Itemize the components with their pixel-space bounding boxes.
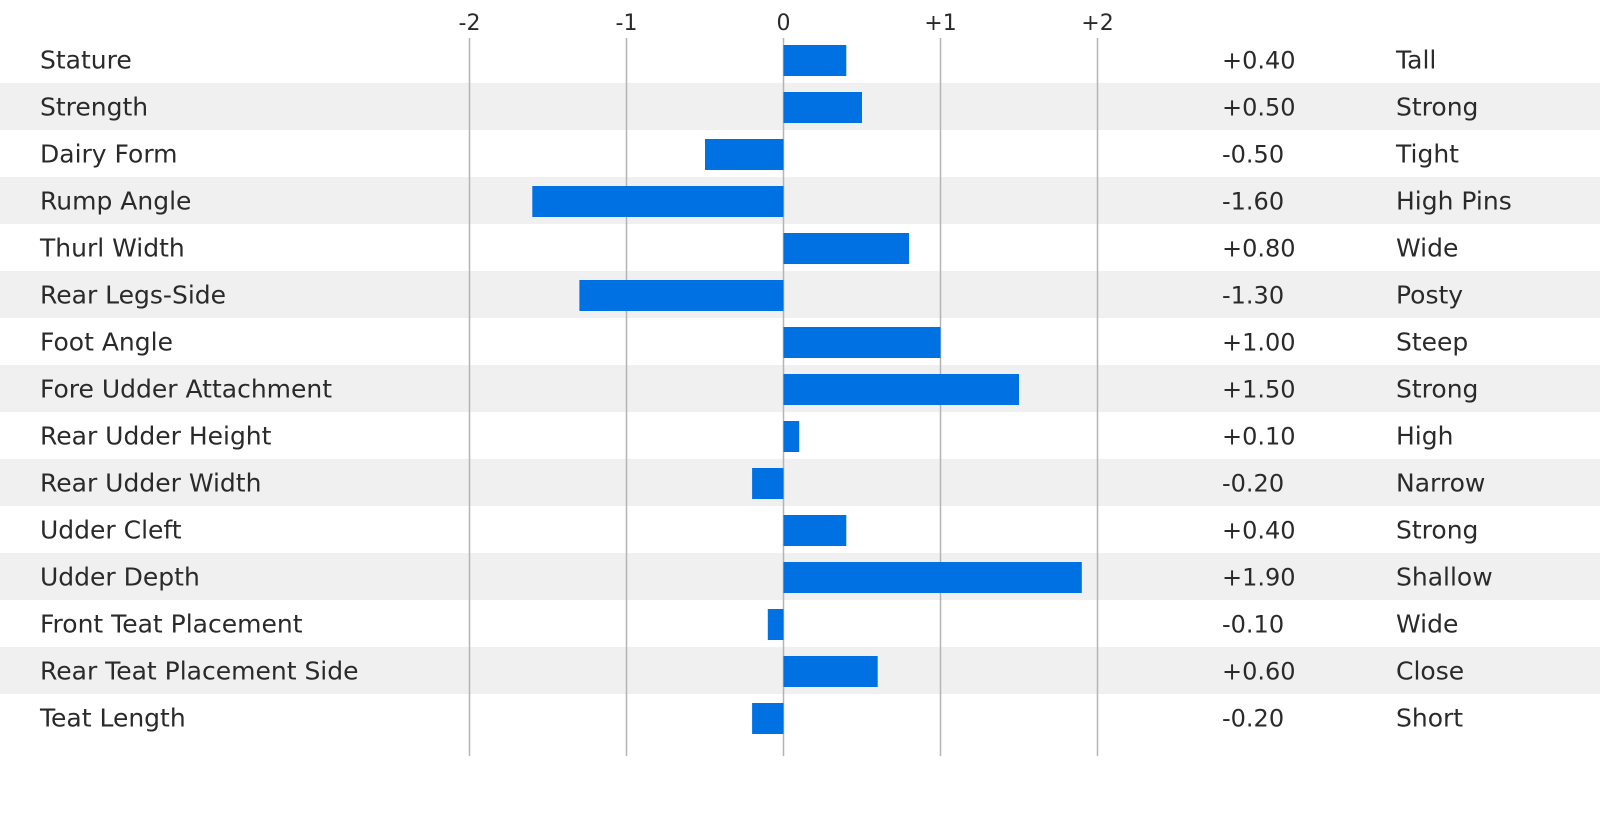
- value-label: +0.50: [1222, 94, 1296, 122]
- tick-label: +1: [924, 11, 956, 36]
- bar: [783, 515, 847, 546]
- bar: [752, 468, 784, 499]
- descriptor-label: Strong: [1396, 93, 1478, 122]
- value-label: -1.30: [1222, 282, 1284, 310]
- descriptor-label: Wide: [1396, 234, 1458, 263]
- descriptor-label: Strong: [1396, 375, 1478, 404]
- bar: [767, 609, 784, 640]
- value-labels: +0.40 +0.50 -0.50 -1.60 +0.80 -1.30 +1.00 +1.50…: [1222, 47, 1296, 733]
- value-label: -0.20: [1222, 705, 1284, 733]
- tick-label: -2: [459, 11, 481, 36]
- descriptor-label: Steep: [1396, 328, 1468, 357]
- descriptor-label: Wide: [1396, 610, 1458, 639]
- value-label: -0.20: [1222, 470, 1284, 498]
- row-label: Rear Udder Height: [40, 422, 272, 451]
- row-labels: Stature Strength Dairy Form Rump Angle Thurl…: [39, 46, 359, 733]
- row-label: Rear Teat Placement Side: [40, 657, 359, 686]
- bar: [783, 45, 847, 76]
- value-label: +0.80: [1222, 235, 1296, 263]
- row-stripe: [0, 271, 1600, 318]
- row-stripe: [0, 459, 1600, 506]
- tick-label: +2: [1081, 11, 1113, 36]
- bar: [783, 92, 862, 123]
- value-label: +1.00: [1222, 329, 1296, 357]
- bar: [705, 139, 784, 170]
- bar: [783, 233, 910, 264]
- value-label: +0.40: [1222, 517, 1296, 545]
- value-label: +1.50: [1222, 376, 1296, 404]
- bar: [783, 374, 1019, 405]
- bar: [783, 421, 800, 452]
- bar: [783, 656, 878, 687]
- row-label: Front Teat Placement: [40, 610, 303, 639]
- value-label: -0.50: [1222, 141, 1284, 169]
- bar: [532, 186, 784, 217]
- bar: [783, 327, 941, 358]
- value-label: +0.10: [1222, 423, 1296, 451]
- row-label: Strength: [40, 93, 148, 122]
- value-label: +0.60: [1222, 658, 1296, 686]
- descriptor-labels: Tall Strong Tight High Pins Wide Posty Steep St…: [1395, 46, 1512, 733]
- row-label: Udder Depth: [40, 563, 200, 592]
- row-label: Teat Length: [39, 704, 186, 733]
- descriptor-label: High Pins: [1396, 187, 1512, 216]
- tick-label: -1: [616, 11, 638, 36]
- row-label: Thurl Width: [39, 234, 185, 263]
- row-label: Stature: [40, 46, 132, 75]
- bar: [752, 703, 784, 734]
- row-stripe: [0, 177, 1600, 224]
- bars: [532, 45, 1082, 734]
- row-label: Foot Angle: [40, 328, 173, 357]
- value-label: -0.10: [1222, 611, 1284, 639]
- value-label: +1.90: [1222, 564, 1296, 592]
- descriptor-label: High: [1396, 422, 1453, 451]
- row-label: Fore Udder Attachment: [40, 375, 332, 404]
- descriptor-label: Shallow: [1396, 563, 1493, 592]
- row-label: Rear Legs-Side: [40, 281, 226, 310]
- row-label: Dairy Form: [40, 140, 178, 169]
- row-label: Udder Cleft: [40, 516, 182, 545]
- descriptor-label: Posty: [1396, 281, 1463, 310]
- descriptor-label: Tall: [1395, 46, 1436, 75]
- tick-labels: -2 -1 0 +1 +2: [459, 11, 1114, 36]
- row-label: Rump Angle: [40, 187, 191, 216]
- descriptor-label: Short: [1396, 704, 1463, 733]
- tick-label: 0: [777, 11, 791, 36]
- descriptor-label: Tight: [1395, 140, 1459, 169]
- value-label: +0.40: [1222, 47, 1296, 75]
- value-label: -1.60: [1222, 188, 1284, 216]
- descriptor-label: Strong: [1396, 516, 1478, 545]
- descriptor-label: Close: [1396, 657, 1464, 686]
- descriptor-label: Narrow: [1396, 469, 1485, 498]
- bar: [783, 562, 1082, 593]
- row-label: Rear Udder Width: [40, 469, 261, 498]
- bar: [579, 280, 784, 311]
